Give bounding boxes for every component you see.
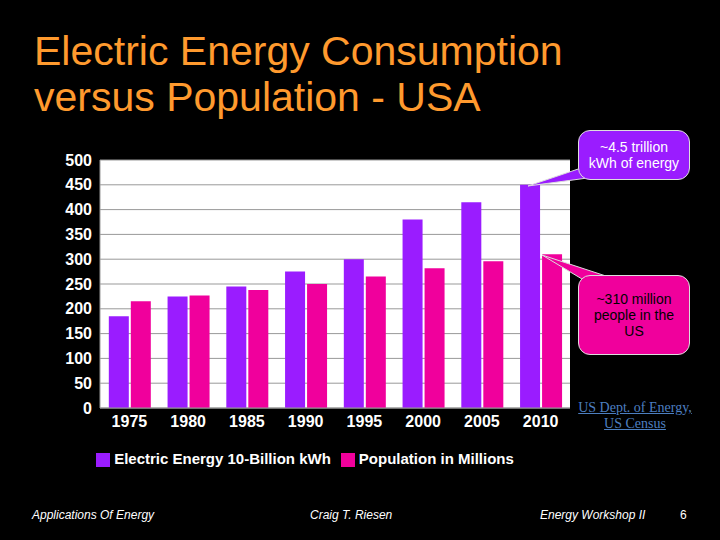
- svg-text:2000: 2000: [405, 413, 441, 430]
- html-text:Population in Millions: Population in Millions: [358, 450, 514, 467]
- svg-text:1990: 1990: [288, 413, 324, 430]
- html-text:Applications Of Energy: Applications Of Energy: [32, 508, 155, 522]
- svg-text:50: 50: [74, 375, 92, 392]
- html-text:Energy Workshop II: Energy Workshop II: [540, 508, 646, 522]
- svg-text:250: 250: [65, 276, 92, 293]
- svg-text:400: 400: [65, 201, 92, 218]
- html-text:Electric Energy 10-Billion kWh: Electric Energy 10-Billion kWh: [114, 450, 331, 467]
- svg-text:450: 450: [65, 176, 92, 193]
- svg-text:100: 100: [65, 350, 92, 367]
- svg-text:0: 0: [83, 400, 92, 417]
- svg-text:300: 300: [65, 251, 92, 268]
- svg-text:1985: 1985: [229, 413, 265, 430]
- html-text:6: 6: [680, 508, 687, 522]
- html-text:~310 million people in the US: ~310 million people in the US: [593, 291, 675, 339]
- html-text:Craig T. Riesen: Craig T. Riesen: [310, 508, 393, 522]
- svg-text:2010: 2010: [523, 413, 559, 430]
- html-text:~4.5 trillion kWh of energy: ~4.5 trillion kWh of energy: [588, 139, 680, 171]
- svg-text:200: 200: [65, 300, 92, 317]
- svg-text:1980: 1980: [170, 413, 206, 430]
- svg-text:500: 500: [65, 152, 92, 169]
- svg-text:350: 350: [65, 226, 92, 243]
- svg-text:2005: 2005: [464, 413, 500, 430]
- html-text:Electric Energy Consumption ve: Electric Energy Consumption versus Popul…: [34, 28, 563, 120]
- html-text:US Dept. of Energy, US Census: US Dept. of Energy, US Census: [578, 400, 692, 431]
- svg-text:1975: 1975: [112, 413, 148, 430]
- svg-text:150: 150: [65, 325, 92, 342]
- svg-text:1995: 1995: [347, 413, 383, 430]
